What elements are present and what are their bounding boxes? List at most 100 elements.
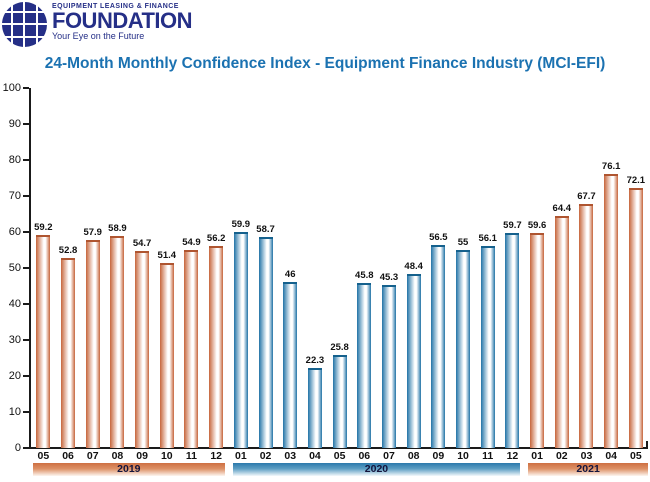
y-tick [23,123,29,125]
bar-2021-02 [554,216,569,448]
bar-2020-10 [456,250,471,448]
bar-column: 64.4 [549,88,574,448]
bar-value-label: 57.9 [83,227,102,238]
bar-2020-08 [406,274,421,448]
bar-column: 56.1 [475,88,500,448]
bar-column: 54.7 [130,88,155,448]
bar-value-label: 64.4 [552,203,572,214]
bar-column: 22.3 [303,88,328,448]
bar-value-label: 72.1 [626,175,646,186]
bar-value-label: 59.6 [527,220,547,231]
month-label: 05 [630,450,642,462]
month-label: 01 [235,450,247,462]
y-tick-label: 90 [8,118,21,130]
bar-column: 45.3 [377,88,402,448]
y-axis-line [29,88,31,449]
month-label: 01 [531,450,543,462]
y-tick [23,87,29,89]
logo-text-block: EQUIPMENT LEASING & FINANCE FOUNDATION Y… [52,3,193,41]
month-label: 03 [580,450,593,462]
bar-column: 76.1 [599,88,624,448]
month-label: 12 [506,450,519,462]
bar-2020-11 [480,246,495,448]
bar-column: 58.7 [253,88,278,448]
month-label: 03 [284,450,297,462]
bar-column: 48.4 [401,88,426,448]
bar-2020-12 [505,233,520,448]
logo-tagline: Your Eye on the Future [52,31,145,41]
bar-column: 58.9 [105,88,130,448]
y-tick [23,411,29,413]
bar-2020-05 [332,355,347,448]
bar-value-label: 25.8 [330,342,349,353]
month-label: 11 [185,450,198,462]
bar-column: 25.8 [327,88,352,448]
globe-logo-icon [2,2,47,47]
year-band-2021: 2021 [528,463,648,476]
month-label: 10 [457,450,469,462]
bar-value-label: 59.2 [34,222,53,233]
bar-value-label: 51.4 [157,250,177,261]
bars-area: 59.2 52.8 57.9 58.9 54.7 51.4 54.9 56.2 59.9 58.7… [31,88,648,448]
month-label: 05 [37,450,50,462]
bar-column: 46 [278,88,303,448]
bar-column: 59.6 [525,88,550,448]
bar-value-label: 59.9 [231,219,251,230]
month-label: 08 [111,450,124,462]
logo-org-line: EQUIPMENT LEASING & FINANCE [52,3,179,10]
bar-2021-04 [604,174,619,448]
y-tick [23,159,29,161]
chart-title: 24-Month Monthly Confidence Index - Equi… [44,55,606,72]
bar-value-label: 58.9 [108,223,127,234]
month-label: 12 [210,450,222,462]
year-band-2020: 2020 [232,463,521,476]
bar-column: 67.7 [574,88,599,448]
bar-value-label: 56.5 [429,232,448,243]
bar-value-label: 46 [284,269,296,280]
bar-value-label: 54.9 [182,237,201,248]
year-bands-row: 2019 2020 2021 [31,463,648,476]
month-label: 07 [86,450,99,462]
bar-2021-05 [628,188,643,448]
month-label: 09 [136,450,148,462]
y-tick [23,447,29,449]
bar-2020-01 [233,232,248,448]
bar-value-label: 52.8 [58,245,78,256]
y-tick-label: 60 [8,226,21,238]
y-tick [23,195,29,197]
bar-value-label: 48.4 [404,261,423,272]
bar-2020-03 [283,282,298,448]
bar-value-label: 55 [457,237,469,248]
bar-2020-04 [307,368,322,448]
bar-2020-06 [357,283,372,448]
y-tick-label: 30 [8,334,21,346]
y-tick-label: 70 [8,190,21,202]
bar-2020-07 [381,285,396,448]
y-tick-label: 20 [8,370,21,382]
bar-column: 59.2 [31,88,56,448]
month-label: 04 [605,450,617,462]
bar-column: 54.9 [179,88,204,448]
y-tick [23,339,29,341]
x-axis-end-tick [646,441,648,448]
month-label: 02 [555,450,568,462]
y-tick [23,303,29,305]
bar-value-label: 58.7 [256,224,275,235]
bar-column: 45.8 [352,88,377,448]
y-tick [23,231,29,233]
y-tick-label: 100 [2,82,21,94]
bar-column: 57.9 [80,88,105,448]
month-label: 06 [62,450,74,462]
month-label: 08 [407,450,420,462]
x-axis-line [29,447,648,449]
y-tick-label: 40 [8,298,21,310]
bar-column: 56.2 [204,88,229,448]
month-labels-row: 05 06 07 08 09 10 11 12 01 02 03 04 05 06 07 08 09 10 11 12… [31,450,648,462]
bar-2021-01 [530,233,545,448]
month-label: 02 [259,450,272,462]
month-label: 06 [358,450,371,462]
bar-2019-07 [85,240,100,448]
bar-value-label: 45.8 [355,270,374,281]
bar-value-label: 67.7 [577,191,596,202]
